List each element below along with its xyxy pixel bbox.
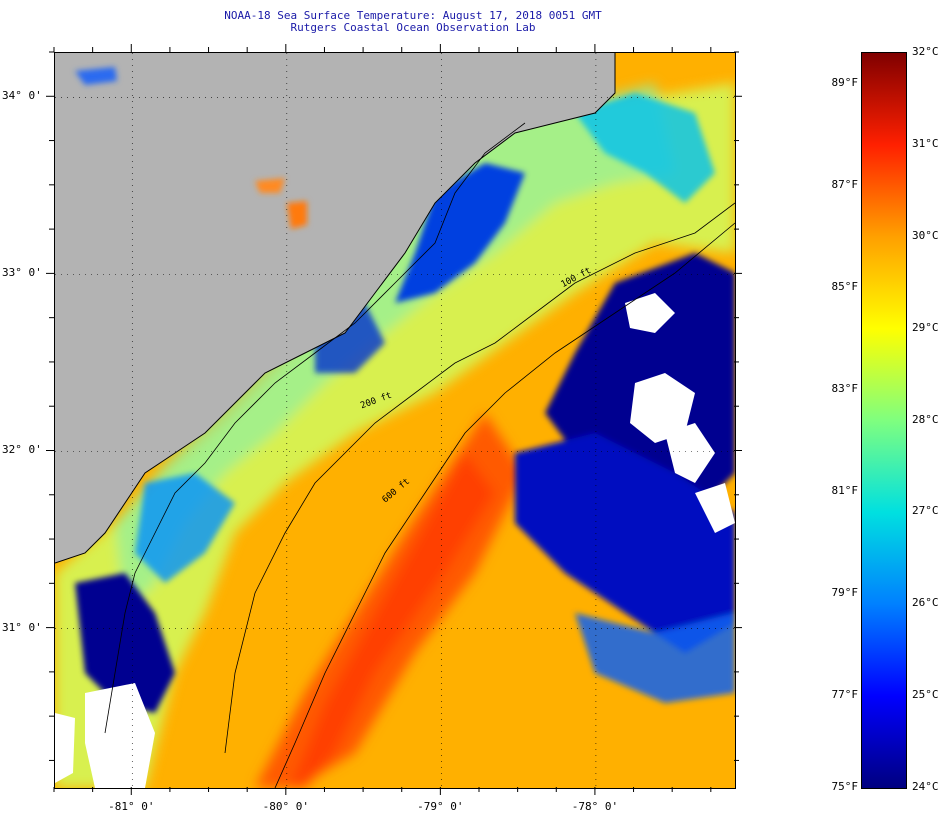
longitude-label: -81° 0' bbox=[108, 800, 155, 813]
latitude-label: 32° 0' bbox=[2, 443, 42, 457]
celsius-label: 32°C bbox=[912, 45, 939, 58]
fahrenheit-label: 85°F bbox=[831, 279, 859, 293]
celsius-label: 27°C bbox=[912, 504, 939, 518]
celsius-label: 24°C bbox=[912, 780, 939, 793]
celsius-label: 28°C bbox=[912, 412, 939, 426]
celsius-label: 29°C bbox=[912, 320, 939, 334]
celsius-label: 31°C bbox=[912, 136, 939, 150]
map-subtitle: Rutgers Coastal Ocean Observation Lab bbox=[290, 21, 536, 34]
fahrenheit-label: 87°F bbox=[831, 177, 859, 191]
fahrenheit-label: 77°F bbox=[831, 688, 859, 702]
sst-image bbox=[55, 53, 735, 788]
celsius-label: 30°C bbox=[912, 228, 939, 242]
fahrenheit-label: 89°F bbox=[831, 75, 859, 89]
latitude-label: 33° 0' bbox=[2, 266, 42, 280]
fahrenheit-label: 79°F bbox=[831, 586, 859, 600]
longitude-label: -78° 0' bbox=[571, 800, 619, 813]
fahrenheit-label: 75°F bbox=[831, 780, 859, 793]
longitude-label: -79° 0' bbox=[417, 800, 464, 813]
celsius-label: 25°C bbox=[912, 688, 939, 702]
latitude-label: 34° 0' bbox=[2, 89, 42, 103]
celsius-label: 26°C bbox=[912, 596, 939, 610]
fahrenheit-label: 81°F bbox=[831, 483, 859, 497]
fahrenheit-label: 83°F bbox=[831, 381, 859, 395]
sst-map[interactable] bbox=[54, 52, 736, 789]
temperature-colorbar bbox=[861, 52, 907, 789]
longitude-label: -80° 0' bbox=[262, 800, 309, 813]
map-title: NOAA-18 Sea Surface Temperature: August … bbox=[224, 9, 602, 22]
latitude-label: 31° 0' bbox=[2, 620, 42, 634]
